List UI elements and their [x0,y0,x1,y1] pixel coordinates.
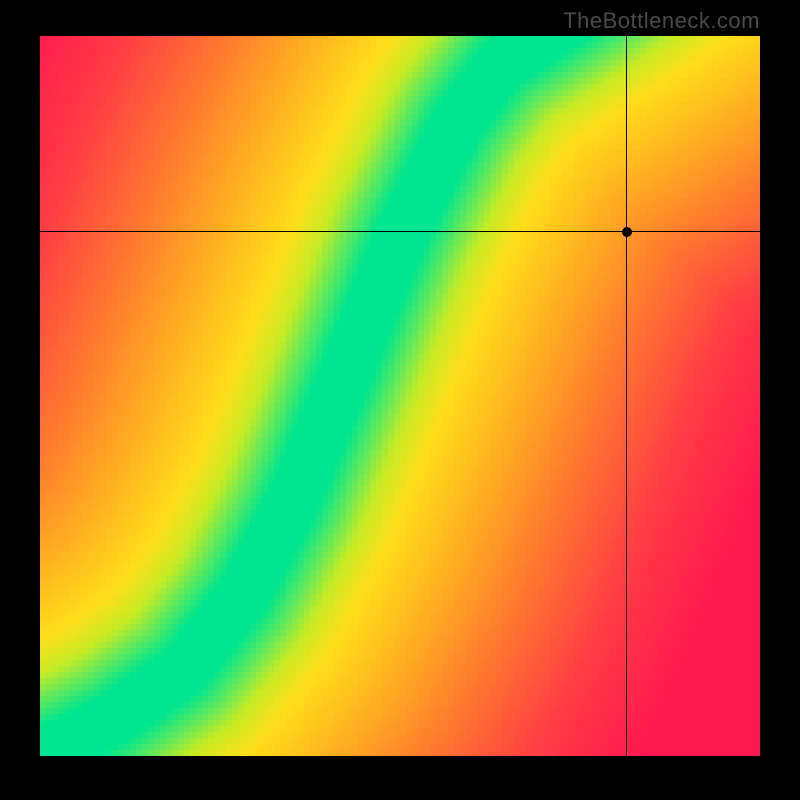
crosshair-vertical [626,36,627,756]
crosshair-horizontal [40,231,760,232]
marker-dot [622,227,632,237]
watermark-text: TheBottleneck.com [563,8,760,34]
heatmap-canvas [40,36,760,756]
heatmap-plot-area [40,36,760,756]
